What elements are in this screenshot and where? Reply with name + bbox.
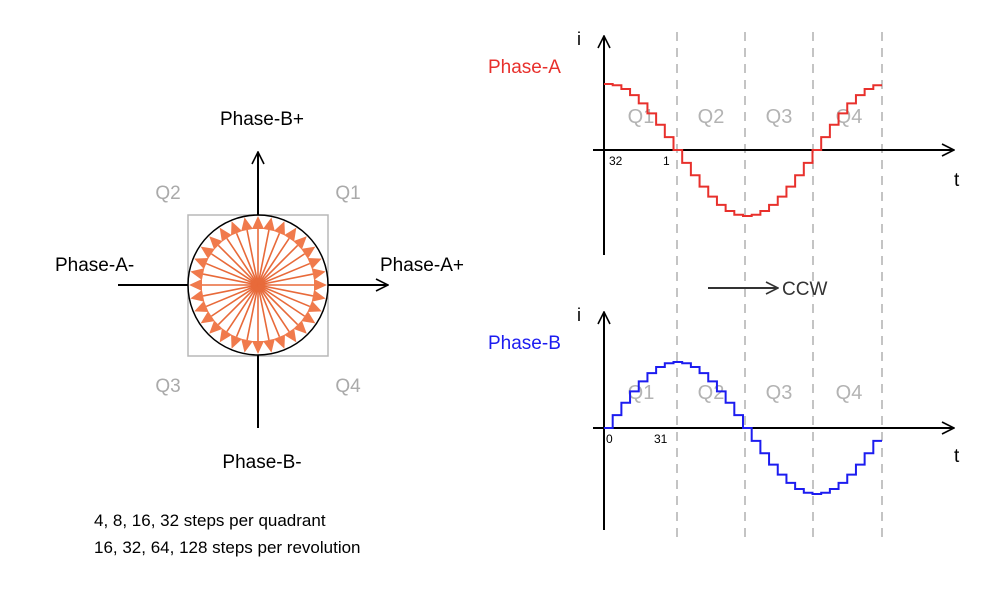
phase-a-plot: Q1 Q2 Q3 Q4 Phase-A i t 32 1 xyxy=(488,29,960,255)
phasor-diagram: Phase-B+ Phase-B- Phase-A+ Phase-A- Q1 Q… xyxy=(55,109,464,557)
step-vector-arrowhead xyxy=(252,216,264,229)
step-vector-arrowhead xyxy=(189,279,202,291)
step-vector-arrowhead xyxy=(252,341,264,354)
step-vector-arrowhead xyxy=(219,328,232,343)
phase-b-staircase-wave xyxy=(604,361,882,495)
direction-indicator: CCW xyxy=(708,279,827,300)
steps-per-revolution-note: 16, 32, 64, 128 steps per revolution xyxy=(94,538,361,557)
phase-b-title: Phase-B xyxy=(488,333,561,354)
step-vector-line xyxy=(246,284,259,341)
step-vector-arrowhead xyxy=(190,268,205,280)
step-vector-arrowhead xyxy=(263,338,275,353)
phase-b-plus-label: Phase-B+ xyxy=(220,109,304,130)
phase-a-staircase-wave xyxy=(604,83,882,217)
phase-a-plus-label: Phase-A+ xyxy=(380,255,464,276)
step-vector-arrowhead xyxy=(307,300,322,312)
step-vector-line xyxy=(205,284,259,308)
step-vector-arrowhead xyxy=(273,334,285,349)
step-vector-line xyxy=(205,262,259,286)
step-vector-arrowhead xyxy=(307,258,322,270)
step-vector-line xyxy=(210,253,259,286)
step-vector-arrowhead xyxy=(263,217,275,232)
phase-b-quadrant-q1: Q1 xyxy=(628,382,655,404)
step-vector-arrowhead xyxy=(311,268,326,280)
phase-b-tick-31: 31 xyxy=(654,432,668,446)
phase-a-i-label: i xyxy=(577,29,581,49)
step-vector-arrowhead xyxy=(200,311,215,324)
step-vector-line xyxy=(257,284,270,341)
step-vector-arrowhead xyxy=(293,236,307,250)
step-vector-line xyxy=(257,284,299,326)
step-vector-arrowhead xyxy=(231,334,243,349)
step-vector-line xyxy=(217,284,259,326)
step-vector-arrowhead xyxy=(190,290,205,302)
step-vector-line xyxy=(257,232,281,286)
step-vector-arrowhead xyxy=(209,320,223,334)
step-vector-line xyxy=(226,284,259,333)
phase-b-tick-0: 0 xyxy=(606,432,613,446)
step-vector-line xyxy=(202,284,259,297)
step-vector-line xyxy=(235,284,259,338)
step-vector-arrowhead xyxy=(273,221,285,236)
step-vector-line xyxy=(257,237,290,286)
phase-a-tick-1: 1 xyxy=(663,154,670,168)
step-vector-arrowhead xyxy=(209,236,223,250)
step-vector-arrowhead xyxy=(231,221,243,236)
step-vector-arrowhead xyxy=(314,279,327,291)
quadrant-q1-label: Q1 xyxy=(335,183,360,204)
step-vector-arrowhead xyxy=(194,258,209,270)
phase-a-tick-32: 32 xyxy=(609,154,623,168)
step-vector-arrowhead xyxy=(293,320,307,334)
step-vector-arrowhead xyxy=(194,300,209,312)
phase-b-quadrant-q2: Q2 xyxy=(698,382,725,404)
step-vector-arrowhead xyxy=(301,311,316,324)
phase-a-quadrant-q3: Q3 xyxy=(766,106,793,128)
phase-b-t-label: t xyxy=(954,446,960,467)
step-vector-line xyxy=(246,229,259,286)
step-vector-arrowhead xyxy=(200,246,215,259)
step-vector-line xyxy=(226,237,259,286)
step-vector-line xyxy=(257,284,281,338)
step-vector-line xyxy=(257,244,299,286)
step-vector-arrowhead xyxy=(241,217,253,232)
step-vector-line xyxy=(210,284,259,317)
quadrant-q2-label: Q2 xyxy=(155,183,180,204)
step-vector-line xyxy=(257,284,290,333)
phase-b-quadrant-q4: Q4 xyxy=(836,382,863,404)
step-vector-line xyxy=(257,284,311,308)
step-vector-arrowhead xyxy=(284,328,297,343)
step-vector-arrowhead xyxy=(284,227,297,242)
phase-a-quadrant-q1: Q1 xyxy=(628,106,655,128)
step-vector-line xyxy=(257,229,270,286)
phase-a-quadrant-q4: Q4 xyxy=(836,106,863,128)
phase-a-t-label: t xyxy=(954,170,960,191)
step-vector-line xyxy=(257,273,314,286)
step-vector-arrowhead xyxy=(241,338,253,353)
steps-per-quadrant-note: 4, 8, 16, 32 steps per quadrant xyxy=(94,511,326,530)
step-vector-line xyxy=(257,253,306,286)
step-vector-line xyxy=(257,284,314,297)
ccw-label: CCW xyxy=(782,279,827,300)
quadrant-q3-label: Q3 xyxy=(155,376,180,397)
waveform-panel: Q1 Q2 Q3 Q4 Phase-A i t 32 1 CCW Q1 Q2 Q… xyxy=(488,29,960,540)
phase-b-plot: Q1 Q2 Q3 Q4 Phase-B i t 0 31 xyxy=(488,305,960,530)
phase-a-quadrant-q2: Q2 xyxy=(698,106,725,128)
step-vector-line xyxy=(257,284,306,317)
phase-a-title: Phase-A xyxy=(488,57,561,78)
step-vector-arrowhead xyxy=(301,246,316,259)
step-vectors xyxy=(189,216,327,354)
step-vector-line xyxy=(202,273,259,286)
step-vector-line xyxy=(217,244,259,286)
step-vector-line xyxy=(257,262,311,286)
step-vector-arrowhead xyxy=(219,227,232,242)
step-vector-line xyxy=(235,232,259,286)
phase-b-i-label: i xyxy=(577,305,581,325)
phase-a-minus-label: Phase-A- xyxy=(55,255,134,276)
quadrant-q4-label: Q4 xyxy=(335,376,361,397)
step-vector-arrowhead xyxy=(311,290,326,302)
phase-b-quadrant-q3: Q3 xyxy=(766,382,793,404)
phase-b-minus-label: Phase-B- xyxy=(222,452,301,473)
